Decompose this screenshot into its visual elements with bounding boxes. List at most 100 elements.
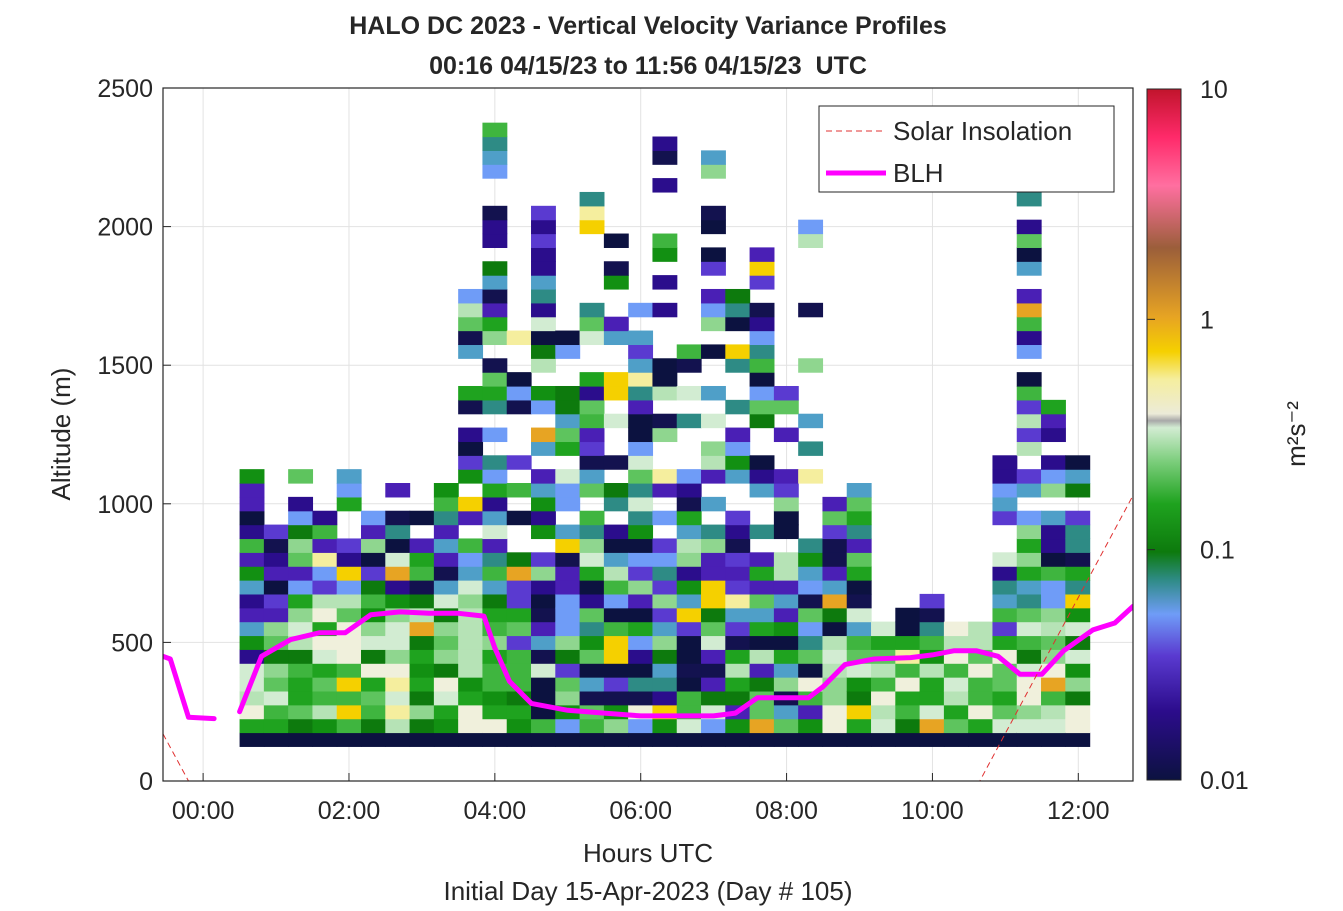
heatmap-cell [652, 372, 678, 387]
heatmap-cell [579, 663, 605, 678]
heatmap-cell [579, 413, 605, 429]
heatmap-cell [288, 677, 314, 692]
heatmap-cell [652, 136, 678, 151]
heatmap-cell [458, 552, 484, 567]
heatmap-cell [288, 538, 314, 553]
heatmap-cell [1041, 469, 1066, 484]
heatmap-cell [701, 413, 726, 429]
heatmap-cell [409, 718, 435, 734]
heatmap-cell [1065, 455, 1091, 470]
heatmap-cell [1016, 191, 1042, 207]
heatmap-cell [1016, 704, 1042, 720]
heatmap-cell [992, 690, 1018, 706]
heatmap-cell [725, 552, 751, 567]
heatmap-cell [482, 469, 508, 484]
heatmap-cell [628, 677, 654, 692]
heatmap-cell [458, 399, 484, 415]
heatmap-cell [531, 593, 556, 609]
heatmap-cell [749, 330, 775, 346]
heatmap-cell [385, 524, 411, 540]
series-lines [163, 495, 1133, 781]
heatmap-cell [239, 483, 265, 498]
heatmap-cell [628, 607, 654, 623]
heatmap-cell [506, 635, 532, 650]
heatmap-cell [822, 566, 848, 581]
heatmap-cell [871, 663, 896, 678]
heatmap-cell [1016, 677, 1042, 692]
heatmap-cell [555, 552, 581, 567]
heatmap-cell [1016, 580, 1042, 595]
heatmap-cell [701, 219, 726, 235]
heatmap-cell [336, 483, 362, 498]
heatmap-cell [773, 621, 799, 637]
heatmap-cell [263, 552, 289, 567]
heatmap-cell [1016, 690, 1042, 706]
heatmap-cell [968, 690, 994, 706]
heatmap-cell [701, 164, 726, 179]
heatmap-cell [531, 441, 556, 456]
heatmap-cell [288, 496, 314, 512]
heatmap-cell [482, 538, 508, 553]
y-tick-label: 0 [139, 768, 153, 796]
heatmap-cell [579, 580, 605, 595]
heatmap-cell [628, 566, 654, 581]
blh-line [237, 603, 1133, 719]
heatmap-cell [555, 469, 581, 484]
heatmap-cell [1016, 427, 1042, 443]
heatmap-cell [1016, 469, 1042, 484]
heatmap-cell [652, 150, 678, 165]
heatmap-cell [1016, 316, 1042, 332]
heatmap-cell [506, 607, 532, 623]
heatmap-cell [1016, 635, 1042, 650]
heatmap-cell [725, 524, 751, 540]
heatmap-cell [773, 593, 799, 609]
heatmap-cell [288, 469, 314, 484]
heatmap-cell [773, 718, 799, 734]
heatmap-cell [1016, 566, 1042, 581]
heatmap-cell [361, 510, 386, 526]
heatmap-cell [336, 649, 362, 664]
heatmap-cell [676, 344, 702, 359]
x-tick-label: 06:00 [609, 797, 672, 825]
heatmap-cell [676, 593, 702, 609]
heatmap-cell [312, 524, 338, 540]
heatmap-cell [992, 580, 1018, 595]
heatmap-cell [409, 704, 435, 720]
heatmap-cell [603, 663, 629, 678]
heatmap-cell [603, 496, 629, 512]
heatmap-cell [798, 621, 824, 637]
heatmap-cell [676, 718, 702, 734]
heatmap-cell [1065, 566, 1091, 581]
heatmap-cell [506, 372, 532, 387]
heatmap-cell [579, 524, 605, 540]
heatmap-cell [725, 663, 751, 678]
heatmap-cell [1065, 690, 1091, 706]
heatmap-cell [992, 566, 1018, 581]
heatmap-cell [919, 607, 945, 623]
heatmap-cell [871, 621, 896, 637]
heatmap-cell [773, 385, 799, 401]
heatmap-cell [652, 593, 678, 609]
heatmap-cell [263, 566, 289, 581]
heatmap-cell [361, 690, 386, 706]
heatmap-cell [628, 302, 654, 318]
heatmap-cell [603, 330, 629, 346]
heatmap-cell [628, 580, 654, 595]
heatmap-cell [895, 732, 921, 747]
heatmap-cell [482, 455, 508, 470]
heatmap-cell [798, 704, 824, 720]
heatmap-cell [1041, 593, 1066, 609]
heatmap-cell [336, 677, 362, 692]
heatmap-cell [628, 469, 654, 484]
heatmap-cell [482, 552, 508, 567]
heatmap-cell [579, 219, 605, 235]
heatmap-cell [749, 524, 775, 540]
heatmap-cell [652, 718, 678, 734]
heatmap-cell [433, 663, 459, 678]
heatmap-cell [458, 663, 484, 678]
x-tick-label: 10:00 [901, 797, 964, 825]
heatmap-cell [773, 649, 799, 664]
heatmap-cell [1041, 413, 1066, 429]
heatmap-cell [361, 677, 386, 692]
heatmap-cell [749, 566, 775, 581]
